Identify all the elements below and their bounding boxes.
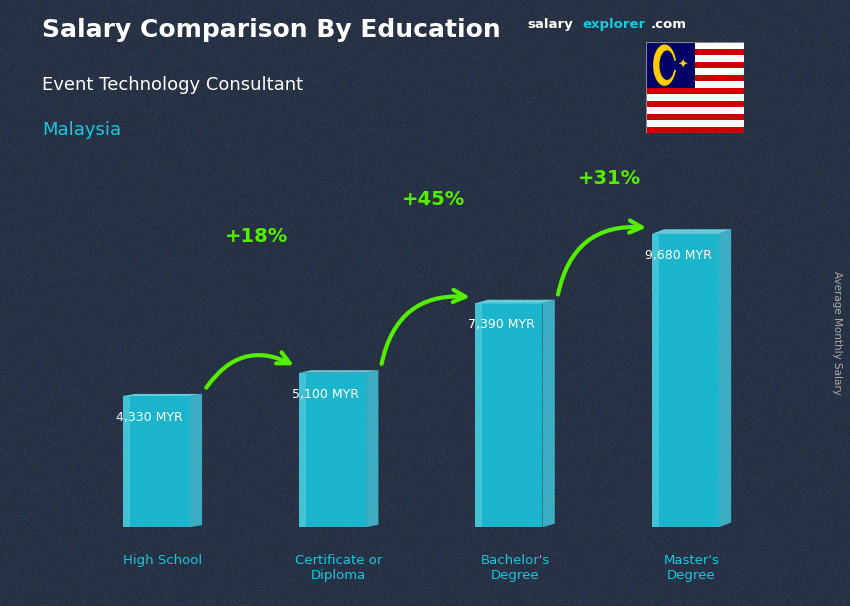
Bar [646,95,744,101]
Bar [646,101,744,107]
Text: ✦: ✦ [677,59,688,72]
Text: Salary Comparison By Education: Salary Comparison By Education [42,18,501,42]
Bar [646,127,744,133]
Bar [646,88,744,95]
Polygon shape [299,373,306,527]
Text: Event Technology Consultant: Event Technology Consultant [42,76,303,94]
Text: +45%: +45% [401,190,465,210]
Bar [646,42,744,49]
Text: 4,330 MYR: 4,330 MYR [116,411,183,424]
Polygon shape [652,229,731,234]
Polygon shape [122,394,202,396]
Bar [646,107,744,114]
Polygon shape [475,303,483,527]
Bar [646,114,744,121]
Bar [646,49,744,55]
Polygon shape [719,229,731,527]
Text: 9,680 MYR: 9,680 MYR [645,249,711,262]
Bar [646,75,744,81]
Text: 7,390 MYR: 7,390 MYR [468,319,536,331]
Text: .com: .com [650,18,686,31]
Bar [646,81,744,88]
Text: +18%: +18% [225,227,288,246]
Polygon shape [475,303,542,527]
Polygon shape [654,45,675,85]
Text: Certificate or
Diploma: Certificate or Diploma [295,554,382,582]
Bar [646,62,744,68]
Polygon shape [542,300,555,527]
Polygon shape [299,373,366,527]
Polygon shape [652,234,719,527]
Text: High School: High School [122,554,202,567]
Text: Average Monthly Salary: Average Monthly Salary [832,271,842,395]
Polygon shape [475,300,555,303]
Bar [646,55,744,62]
Bar [646,68,744,75]
Polygon shape [190,394,202,527]
Polygon shape [652,234,659,527]
Text: +31%: +31% [578,168,641,188]
Text: explorer: explorer [582,18,645,31]
Polygon shape [299,370,378,373]
Bar [646,42,694,88]
Text: 5,100 MYR: 5,100 MYR [292,388,359,401]
Polygon shape [122,396,130,527]
Text: Bachelor's
Degree: Bachelor's Degree [480,554,550,582]
Text: Malaysia: Malaysia [42,121,122,139]
Polygon shape [366,370,378,527]
Polygon shape [122,396,190,527]
Bar [646,121,744,127]
Text: salary: salary [527,18,573,31]
Text: Master's
Degree: Master's Degree [664,554,719,582]
